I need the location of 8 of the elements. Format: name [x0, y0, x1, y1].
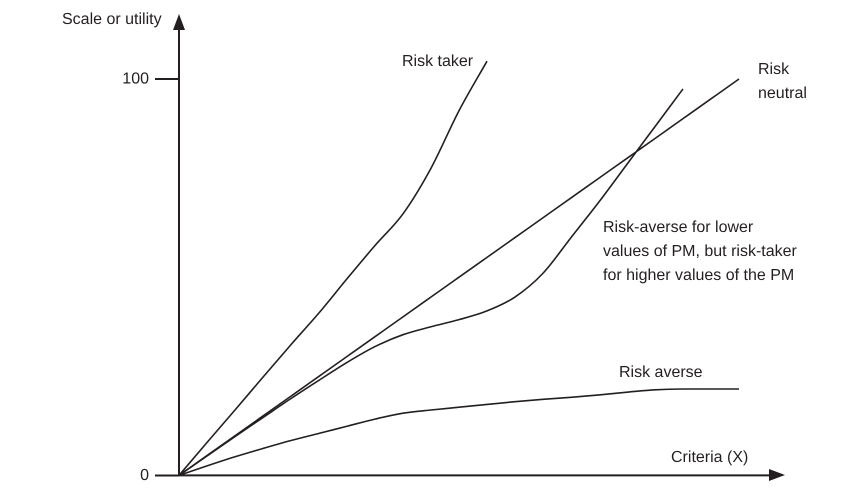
y-tick-label: 100	[122, 70, 150, 88]
series-label: Risk averse	[619, 363, 703, 383]
series-label: Risk neutral	[758, 60, 807, 104]
x-axis-title: Criteria (X)	[671, 448, 748, 468]
series-label: Risk taker	[402, 52, 474, 72]
series-label: Risk-averse for lower values of PM, but risk-taker for higher values of the PM	[603, 218, 797, 286]
y-axis-title: Scale or utility	[62, 10, 162, 30]
y-tick-label: 0	[140, 466, 150, 484]
